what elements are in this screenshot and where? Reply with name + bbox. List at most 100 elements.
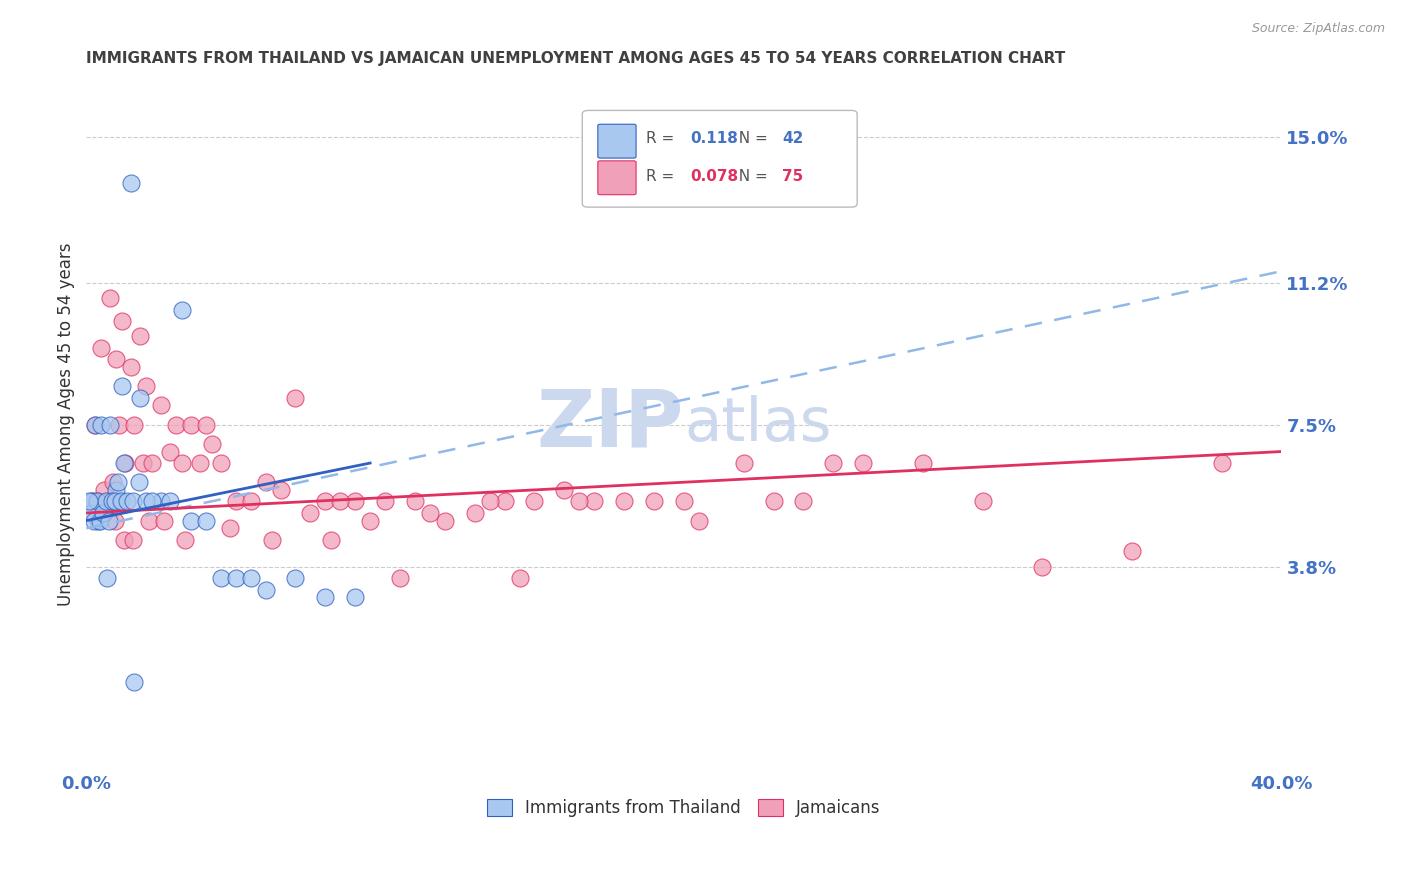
Point bbox=[135, 494, 157, 508]
Point bbox=[509, 571, 531, 585]
Point bbox=[284, 391, 307, 405]
Point bbox=[174, 533, 197, 547]
Point bbox=[89, 514, 111, 528]
Y-axis label: Unemployment Among Ages 45 to 54 years: Unemployment Among Ages 45 to 54 years bbox=[58, 243, 75, 607]
Point bbox=[239, 571, 262, 585]
Point bbox=[90, 417, 112, 432]
Point bbox=[87, 494, 110, 508]
Point bbox=[239, 494, 262, 508]
Point bbox=[209, 571, 232, 585]
Point bbox=[96, 571, 118, 585]
Point bbox=[225, 571, 247, 585]
Point bbox=[194, 417, 217, 432]
Point bbox=[225, 494, 247, 508]
Text: atlas: atlas bbox=[683, 395, 831, 454]
Point bbox=[104, 514, 127, 528]
Point bbox=[150, 399, 173, 413]
Point bbox=[1121, 544, 1143, 558]
Point bbox=[478, 494, 501, 508]
Point bbox=[523, 494, 546, 508]
Point bbox=[120, 176, 142, 190]
Legend: Immigrants from Thailand, Jamaicans: Immigrants from Thailand, Jamaicans bbox=[481, 792, 887, 824]
Point bbox=[129, 329, 152, 343]
Point bbox=[254, 475, 277, 490]
Point bbox=[180, 514, 202, 528]
Point bbox=[121, 533, 143, 547]
Point bbox=[218, 521, 240, 535]
Point bbox=[82, 494, 104, 508]
Point bbox=[93, 483, 115, 497]
Point bbox=[165, 417, 187, 432]
Point bbox=[852, 456, 875, 470]
Text: Source: ZipAtlas.com: Source: ZipAtlas.com bbox=[1251, 22, 1385, 36]
Point bbox=[121, 494, 143, 508]
Point bbox=[270, 483, 292, 497]
Point bbox=[91, 506, 114, 520]
Point bbox=[568, 494, 591, 508]
Point bbox=[115, 494, 138, 508]
Point bbox=[122, 417, 145, 432]
Point bbox=[87, 514, 110, 528]
Point bbox=[464, 506, 486, 520]
Point bbox=[100, 494, 122, 508]
Point bbox=[299, 506, 322, 520]
Point bbox=[314, 591, 336, 605]
Point bbox=[494, 494, 516, 508]
FancyBboxPatch shape bbox=[598, 161, 636, 194]
Point bbox=[159, 444, 181, 458]
Point bbox=[93, 506, 115, 520]
Point bbox=[419, 506, 441, 520]
Point bbox=[672, 494, 695, 508]
Point bbox=[110, 494, 132, 508]
Point bbox=[792, 494, 814, 508]
Point bbox=[911, 456, 934, 470]
Point bbox=[329, 494, 352, 508]
Text: R =: R = bbox=[645, 130, 679, 145]
Point bbox=[112, 456, 135, 470]
Text: IMMIGRANTS FROM THAILAND VS JAMAICAN UNEMPLOYMENT AMONG AGES 45 TO 54 YEARS CORR: IMMIGRANTS FROM THAILAND VS JAMAICAN UNE… bbox=[86, 51, 1066, 66]
Point bbox=[83, 514, 105, 528]
Text: R =: R = bbox=[645, 169, 679, 184]
Point bbox=[972, 494, 994, 508]
Point bbox=[404, 494, 426, 508]
Point bbox=[97, 514, 120, 528]
Point bbox=[180, 417, 202, 432]
Point bbox=[128, 475, 150, 490]
Point bbox=[112, 533, 135, 547]
Point bbox=[643, 494, 665, 508]
Point bbox=[91, 506, 114, 520]
Point bbox=[135, 379, 157, 393]
Point bbox=[194, 514, 217, 528]
Point bbox=[82, 494, 104, 508]
Point bbox=[733, 456, 755, 470]
Text: N =: N = bbox=[730, 130, 773, 145]
Point bbox=[1211, 456, 1233, 470]
Point bbox=[359, 514, 381, 528]
Point bbox=[101, 475, 124, 490]
Point bbox=[433, 514, 456, 528]
Point bbox=[688, 514, 710, 528]
Point bbox=[553, 483, 575, 497]
Point bbox=[260, 533, 283, 547]
Text: 75: 75 bbox=[782, 169, 803, 184]
Text: ZIP: ZIP bbox=[537, 385, 683, 464]
Point bbox=[104, 494, 127, 508]
Point bbox=[138, 514, 160, 528]
Point bbox=[153, 514, 176, 528]
FancyBboxPatch shape bbox=[582, 111, 858, 207]
FancyBboxPatch shape bbox=[598, 124, 636, 158]
Point bbox=[111, 379, 134, 393]
Point bbox=[77, 494, 100, 508]
Point bbox=[114, 456, 136, 470]
Point bbox=[374, 494, 396, 508]
Point bbox=[314, 494, 336, 508]
Point bbox=[1031, 559, 1053, 574]
Point bbox=[107, 475, 129, 490]
Point bbox=[170, 302, 193, 317]
Point bbox=[762, 494, 785, 508]
Text: 42: 42 bbox=[782, 130, 803, 145]
Point bbox=[613, 494, 636, 508]
Point bbox=[108, 417, 131, 432]
Text: N =: N = bbox=[730, 169, 773, 184]
Point bbox=[583, 494, 606, 508]
